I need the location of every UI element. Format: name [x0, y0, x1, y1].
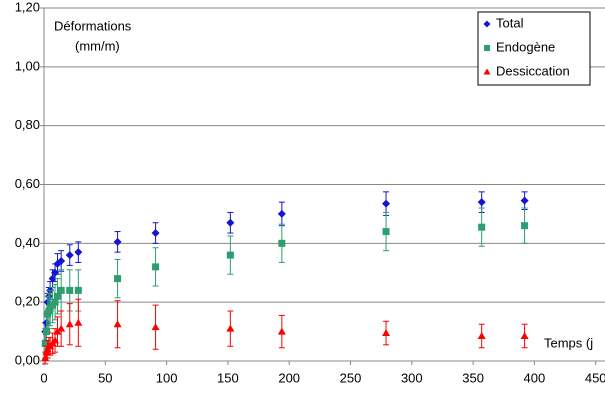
legend-marker	[483, 20, 491, 28]
point	[74, 286, 82, 294]
point	[277, 209, 286, 218]
x-tick-label: 0	[40, 370, 47, 385]
x-axis-label: Temps (j	[544, 335, 593, 350]
y-tick-label: 0,40	[15, 235, 40, 250]
annotation: (mm/m)	[75, 38, 120, 53]
y-tick-label: 1,00	[15, 58, 40, 73]
legend-label: Dessiccation	[496, 63, 570, 78]
y-tick-label: 1,20	[15, 0, 40, 14]
x-tick-label: 250	[340, 370, 362, 385]
point	[74, 248, 83, 257]
point	[113, 237, 122, 246]
point	[74, 318, 83, 326]
x-tick-label: 450	[585, 370, 605, 385]
legend-label: Endogène	[496, 39, 555, 54]
point	[382, 199, 391, 208]
point	[66, 286, 74, 294]
point	[477, 198, 486, 207]
x-tick-label: 100	[156, 370, 178, 385]
point	[478, 223, 486, 231]
x-tick-label: 400	[524, 370, 546, 385]
point	[226, 324, 235, 332]
point	[41, 339, 49, 347]
x-tick-label: 150	[217, 370, 239, 385]
y-tick-label: 0,60	[15, 176, 40, 191]
x-tick-label: 200	[278, 370, 300, 385]
point	[477, 331, 486, 339]
point	[57, 286, 65, 294]
point	[113, 320, 122, 328]
point	[53, 292, 61, 300]
legend-marker	[484, 45, 490, 51]
annotation: Déformations	[54, 18, 132, 33]
legend-marker	[483, 68, 491, 75]
point	[520, 331, 529, 339]
point	[226, 218, 235, 227]
point	[520, 196, 529, 205]
point	[65, 320, 74, 328]
point	[151, 229, 160, 238]
point	[57, 256, 66, 265]
point	[65, 251, 74, 260]
point	[151, 323, 160, 331]
point	[57, 324, 66, 332]
point	[226, 251, 234, 259]
point	[114, 275, 122, 283]
x-tick-label: 300	[401, 370, 423, 385]
point	[382, 228, 390, 236]
legend-box	[477, 11, 591, 86]
legend-label: Total	[496, 15, 524, 30]
x-tick-label: 350	[462, 370, 484, 385]
point	[51, 298, 59, 306]
point	[152, 263, 160, 271]
point	[521, 222, 529, 230]
x-tick-label: 50	[98, 370, 112, 385]
point	[277, 327, 286, 335]
y-tick-label: 0,80	[15, 117, 40, 132]
y-tick-label: 0,00	[15, 352, 40, 367]
point	[382, 329, 391, 337]
point	[278, 239, 286, 247]
y-tick-label: 0,20	[15, 294, 40, 309]
